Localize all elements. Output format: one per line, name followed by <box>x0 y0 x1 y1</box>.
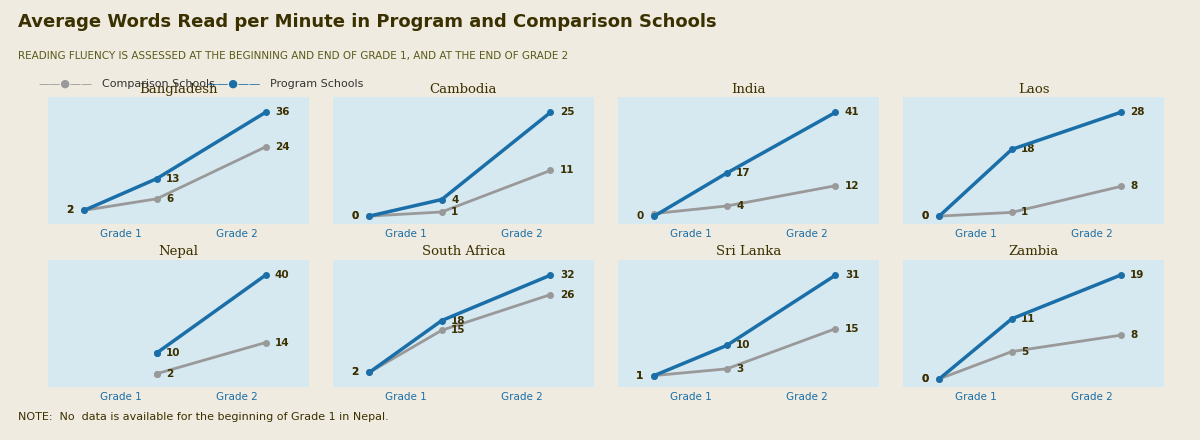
Text: 0: 0 <box>922 374 929 384</box>
Text: 2: 2 <box>352 367 359 378</box>
Text: 8: 8 <box>1130 181 1138 191</box>
Text: 31: 31 <box>845 270 859 280</box>
Bar <box>348 97 463 224</box>
Text: 18: 18 <box>451 315 466 326</box>
Title: Laos: Laos <box>1018 83 1049 95</box>
Title: Sri Lanka: Sri Lanka <box>716 246 781 258</box>
Text: 6: 6 <box>166 194 174 204</box>
Text: ——●——: ——●—— <box>206 79 262 88</box>
Text: 1: 1 <box>1021 207 1028 217</box>
Text: 1: 1 <box>636 370 643 381</box>
Text: 0: 0 <box>352 211 359 221</box>
Text: 0: 0 <box>922 374 929 384</box>
Text: 2: 2 <box>352 367 359 378</box>
Text: Average Words Read per Minute in Program and Comparison Schools: Average Words Read per Minute in Program… <box>18 13 716 31</box>
Text: 3: 3 <box>736 364 744 374</box>
Text: 14: 14 <box>275 337 289 348</box>
Text: 11: 11 <box>1021 314 1036 324</box>
Title: Cambodia: Cambodia <box>430 83 497 95</box>
Text: 25: 25 <box>560 107 575 117</box>
Text: 1: 1 <box>636 370 643 381</box>
Bar <box>348 260 463 387</box>
Text: 1: 1 <box>451 207 458 217</box>
Text: 32: 32 <box>560 270 575 280</box>
Text: 24: 24 <box>275 142 289 152</box>
Text: Comparison Schools: Comparison Schools <box>102 79 215 88</box>
Text: 10: 10 <box>736 341 751 350</box>
Title: Zambia: Zambia <box>1008 246 1058 258</box>
Text: 41: 41 <box>845 107 859 117</box>
Bar <box>62 260 179 387</box>
Bar <box>208 260 287 387</box>
Bar <box>208 97 287 224</box>
Text: 0: 0 <box>352 211 359 221</box>
Bar <box>918 97 1033 224</box>
Text: 8: 8 <box>1130 330 1138 340</box>
Text: ——●——: ——●—— <box>38 79 94 88</box>
Text: 5: 5 <box>1021 347 1028 356</box>
Text: 10: 10 <box>166 348 181 358</box>
Text: 13: 13 <box>166 174 181 183</box>
Bar <box>778 260 857 387</box>
Text: 40: 40 <box>275 270 289 280</box>
Text: 36: 36 <box>275 107 289 117</box>
Text: 15: 15 <box>451 325 466 335</box>
Bar <box>632 260 749 387</box>
Text: 0: 0 <box>636 211 643 221</box>
Text: NOTE:  No  data is available for the beginning of Grade 1 in Nepal.: NOTE: No data is available for the begin… <box>18 412 389 422</box>
Text: 4: 4 <box>736 201 744 211</box>
Title: India: India <box>731 83 766 95</box>
Text: 19: 19 <box>1130 270 1145 280</box>
Text: 28: 28 <box>1130 107 1145 117</box>
Bar <box>492 97 572 224</box>
Bar <box>492 260 572 387</box>
Title: South Africa: South Africa <box>421 246 505 258</box>
Bar <box>632 97 749 224</box>
Text: 2: 2 <box>166 369 174 379</box>
Text: 18: 18 <box>1021 144 1036 154</box>
Text: 17: 17 <box>736 168 751 178</box>
Text: 11: 11 <box>560 165 575 176</box>
Text: READING FLUENCY IS ASSESSED AT THE BEGINNING AND END OF GRADE 1, AND AT THE END : READING FLUENCY IS ASSESSED AT THE BEGIN… <box>18 51 569 61</box>
Text: 12: 12 <box>845 181 859 191</box>
Text: 4: 4 <box>451 194 458 205</box>
Text: 0: 0 <box>922 211 929 221</box>
Bar <box>1062 260 1142 387</box>
Title: Nepal: Nepal <box>158 246 198 258</box>
Text: 2: 2 <box>66 205 73 215</box>
Bar <box>918 260 1033 387</box>
Bar <box>778 97 857 224</box>
Text: 2: 2 <box>66 205 73 215</box>
Text: 26: 26 <box>560 290 575 300</box>
Text: 15: 15 <box>845 324 859 334</box>
Text: 0: 0 <box>922 211 929 221</box>
Text: Program Schools: Program Schools <box>270 79 364 88</box>
Bar <box>1062 97 1142 224</box>
Bar <box>62 97 179 224</box>
Title: Bangladesh: Bangladesh <box>139 83 217 95</box>
